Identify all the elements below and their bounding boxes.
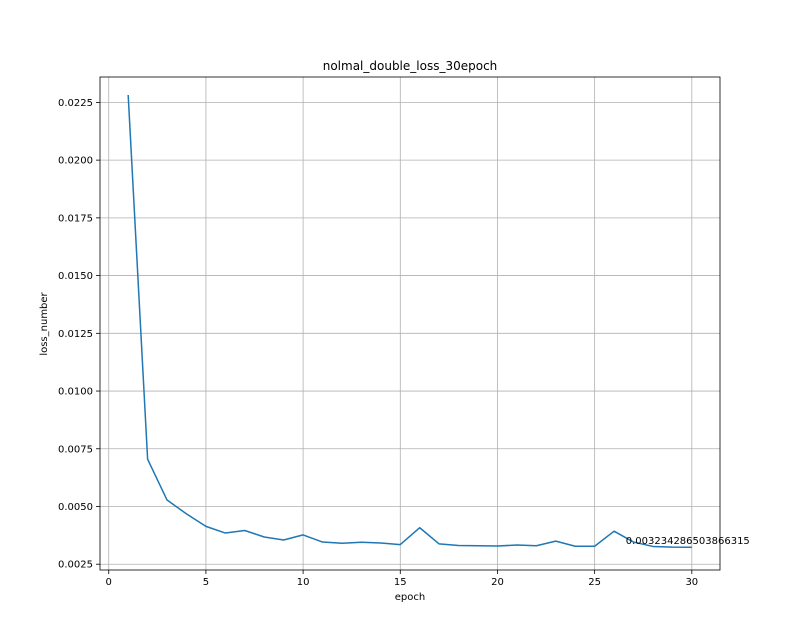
y-tick-label: 0.0050 — [58, 502, 93, 513]
y-tick-label: 0.0200 — [58, 156, 93, 167]
annotations: 0.003234286503866315 — [626, 536, 750, 547]
y-tick-label: 0.0225 — [58, 98, 93, 109]
y-axis-label: loss_number — [39, 291, 50, 355]
chart-title: nolmal_double_loss_30epoch — [323, 59, 498, 73]
y-tick-label: 0.0175 — [58, 213, 93, 224]
x-tick-label: 5 — [203, 577, 209, 588]
x-tick-label: 15 — [394, 577, 407, 588]
y-tick-label: 0.0125 — [58, 329, 93, 340]
y-tick-label: 0.0150 — [58, 271, 93, 282]
x-axis-label: epoch — [395, 592, 425, 603]
y-tick-label: 0.0100 — [58, 387, 93, 398]
y-tick-label: 0.0075 — [58, 444, 93, 455]
final-loss-annotation: 0.003234286503866315 — [626, 536, 750, 547]
x-tick-label: 20 — [491, 577, 504, 588]
x-tick-label: 30 — [685, 577, 698, 588]
grid — [100, 77, 720, 570]
loss-line — [127, 94, 692, 549]
series — [127, 94, 692, 549]
x-tick-label: 10 — [297, 577, 310, 588]
y-tick-label: 0.0025 — [58, 560, 93, 571]
plot-frame — [99, 76, 721, 571]
x-tick-label: 0 — [106, 577, 112, 588]
ticks: 0 5 10 15 20 25 30 0.0025 0.0050 0.0075 0.0100 0.01… — [58, 98, 698, 588]
x-tick-label: 25 — [588, 577, 601, 588]
